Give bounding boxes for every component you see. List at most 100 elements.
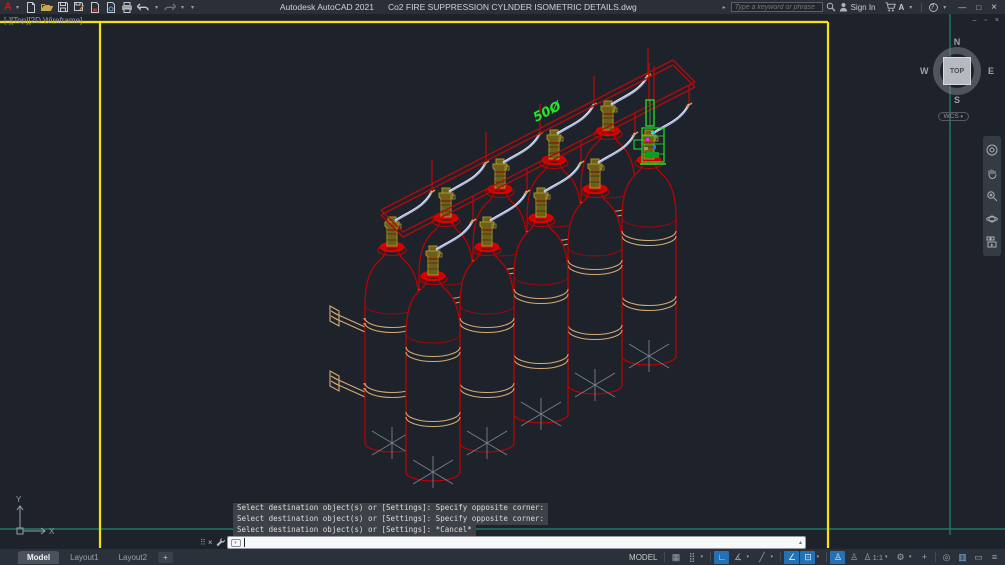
command-input[interactable]: ▾ ▴ xyxy=(226,536,806,549)
viewcube-top-face[interactable]: TOP xyxy=(943,57,971,85)
tab-layout1[interactable]: Layout1 xyxy=(70,552,99,562)
logo-caret-icon[interactable]: ▾ xyxy=(15,4,19,11)
viewcube[interactable]: N S W E TOP xyxy=(920,37,994,105)
new-layout-button[interactable]: + xyxy=(158,551,173,563)
viewport-controls-label[interactable]: [-][Top][2D Wireframe] xyxy=(4,16,83,25)
orbit-icon[interactable] xyxy=(986,213,998,225)
undo-caret-icon[interactable]: ▾ xyxy=(154,4,158,11)
search-icon[interactable] xyxy=(826,2,836,12)
close-button[interactable]: × xyxy=(991,1,997,13)
annotation-scale-button[interactable]: ♙ 1:1 xyxy=(863,551,883,562)
app-title: Autodesk AutoCAD 2021 xyxy=(279,2,374,12)
command-bar-grip[interactable]: ⠿ xyxy=(200,538,206,547)
help-caret-icon[interactable]: ▾ xyxy=(943,4,947,11)
grid-display-icon[interactable]: ▦ xyxy=(671,551,681,562)
co2-cylinders[interactable] xyxy=(363,125,678,490)
doc-restore-button[interactable]: ▫ xyxy=(984,17,987,24)
new-file-button[interactable] xyxy=(25,1,38,13)
drawing-canvas[interactable]: 50Ø Y X [-][Top][2D Wireframe] ‒ ▫ × N S… xyxy=(0,14,1005,549)
status-separator xyxy=(780,552,782,562)
graphics-performance-icon[interactable]: ▥ xyxy=(958,551,967,562)
steering-wheel-icon[interactable] xyxy=(986,144,998,156)
search-collapse-icon[interactable]: ▸ xyxy=(722,4,726,11)
autocad-logo[interactable]: A xyxy=(4,0,12,13)
minimize-button[interactable]: — xyxy=(958,2,967,12)
window-controls: — □ × xyxy=(958,2,997,13)
annotation-visibility-icon[interactable]: ♙ xyxy=(830,550,846,564)
document-title: Co2 FIRE SUPPRESSION CYLNDER ISOMETRIC D… xyxy=(387,2,637,12)
command-history: Select destination object(s) or [Setting… xyxy=(233,503,549,536)
titlebar-right: ▸ Sign In A ▾ ? ▾ xyxy=(721,2,949,12)
status-bar: MODEL ▦ ⣿ ▾ ∟ ∡ ▾ ╱ ▾ ∠ ⊡ ▾ ♙ ♙ ♙ 1:1 ▾ … xyxy=(625,549,1002,565)
save-as-button[interactable] xyxy=(73,1,86,13)
selected-valve[interactable] xyxy=(633,99,666,165)
tab-model[interactable]: Model xyxy=(18,550,60,564)
ucs-icon: Y X xyxy=(16,495,55,536)
command-close-icon[interactable]: × xyxy=(207,538,213,547)
bottom-bar: Model Layout1 Layout2 + MODEL ▦ ⣿ ▾ ∟ ∡ … xyxy=(0,549,1005,565)
osnap-caret-icon[interactable]: ▾ xyxy=(816,554,819,560)
isodraft-caret-icon[interactable]: ▾ xyxy=(770,554,773,560)
undo-button[interactable] xyxy=(136,1,150,13)
svg-text:Y: Y xyxy=(16,495,22,504)
publish-button[interactable] xyxy=(105,1,118,13)
yellow-viewport-boundary[interactable] xyxy=(0,20,830,548)
teal-construction-lines[interactable] xyxy=(0,14,1005,535)
title-bar: A ▾ ▾ ▾ ▾ Autodesk AutoCAD 2021 Co2 FIRE… xyxy=(0,0,1005,14)
isodraft-icon[interactable]: ╱ xyxy=(759,551,765,562)
ortho-mode-icon[interactable]: ∟ xyxy=(714,550,730,564)
wcs-dropdown[interactable]: WCS ▾ xyxy=(937,112,969,121)
annotation-autoscale-icon[interactable]: ♙ xyxy=(849,551,859,562)
annotation-monitor-icon[interactable]: + xyxy=(921,552,928,562)
zoom-icon[interactable] xyxy=(986,190,998,202)
autodesk-app-icon[interactable]: A xyxy=(898,2,905,12)
expand-history-icon[interactable]: ▴ xyxy=(798,540,802,546)
doc-minimize-button[interactable]: ‒ xyxy=(972,17,977,24)
viewcube-east[interactable]: E xyxy=(987,66,994,76)
snap-caret-icon[interactable]: ▾ xyxy=(700,554,703,560)
show-motion-icon[interactable] xyxy=(986,236,998,248)
redo-caret-icon[interactable]: ▾ xyxy=(180,4,184,11)
open-file-button[interactable] xyxy=(41,1,54,13)
save-button[interactable] xyxy=(57,1,70,13)
viewcube-south[interactable]: S xyxy=(953,95,961,105)
model-space-toggle[interactable]: MODEL xyxy=(629,552,658,562)
restore-button[interactable]: □ xyxy=(976,2,982,12)
recent-commands-icon[interactable]: ▾ xyxy=(230,538,241,547)
status-separator xyxy=(935,552,936,562)
navigation-bar xyxy=(983,136,1001,256)
sign-in-link[interactable]: Sign In xyxy=(850,2,876,12)
qat-customize-caret-icon[interactable]: ▾ xyxy=(191,4,195,11)
model-space[interactable]: 50Ø Y X xyxy=(0,14,1005,549)
viewcube-compass-ring[interactable] xyxy=(933,47,981,95)
viewcube-west[interactable]: W xyxy=(920,66,929,76)
polar-caret-icon[interactable]: ▾ xyxy=(746,554,749,560)
isolate-objects-icon[interactable]: ◎ xyxy=(942,551,951,562)
workspace-caret-icon[interactable]: ▾ xyxy=(909,554,912,560)
viewcube-north[interactable]: N xyxy=(953,37,961,47)
doc-close-button[interactable]: × xyxy=(994,17,999,24)
pipe-size-label[interactable]: 50Ø xyxy=(531,99,565,126)
redo-button[interactable] xyxy=(163,1,176,13)
object-snap-icon[interactable]: ⊡ xyxy=(800,550,816,564)
annotation-scale-caret-icon[interactable]: ▾ xyxy=(885,554,888,560)
polar-tracking-icon[interactable]: ∡ xyxy=(733,551,743,562)
object-snap-tracking-icon[interactable]: ∠ xyxy=(784,550,800,564)
text-cursor xyxy=(243,538,245,547)
help-icon[interactable]: ? xyxy=(929,2,939,12)
customization-menu-icon[interactable]: ≡ xyxy=(991,552,998,562)
plot-button[interactable] xyxy=(89,1,102,13)
svg-text:X: X xyxy=(49,527,55,536)
workspace-switching-icon[interactable]: ⚙ xyxy=(896,551,905,562)
user-icon[interactable] xyxy=(839,2,848,12)
search-input[interactable] xyxy=(730,2,823,12)
pan-hand-icon[interactable] xyxy=(986,167,998,180)
print-button[interactable] xyxy=(121,1,134,13)
app-store-cart-icon[interactable] xyxy=(885,2,896,12)
snap-mode-icon[interactable]: ⣿ xyxy=(688,551,696,562)
clean-screen-icon[interactable]: ▭ xyxy=(974,551,983,562)
window-title: Autodesk AutoCAD 2021 Co2 FIRE SUPPRESSI… xyxy=(196,2,721,12)
customize-wrench-icon[interactable] xyxy=(215,534,225,552)
app-caret-icon[interactable]: ▾ xyxy=(909,4,913,11)
tab-layout2[interactable]: Layout2 xyxy=(118,552,148,562)
